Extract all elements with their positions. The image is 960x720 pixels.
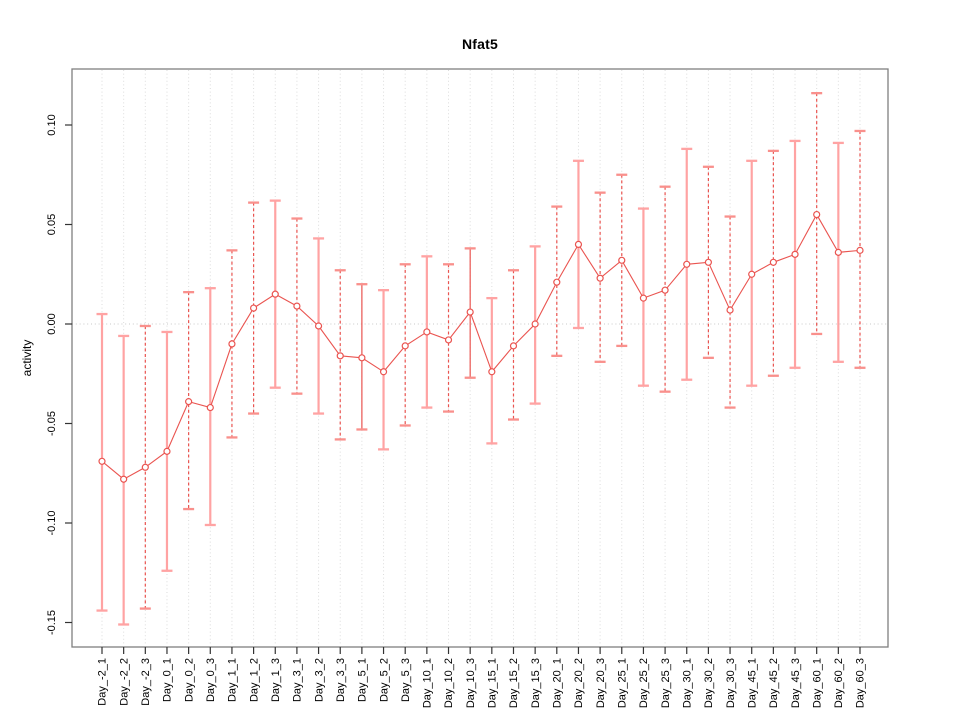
x-tick-label: Day_15_2 [508,658,520,708]
data-point-marker [574,240,583,248]
x-tick-label: Day_30_1 [681,658,693,708]
data-point-marker [791,250,799,258]
data-point-marker [748,270,756,278]
data-point-marker [769,258,777,266]
x-tick-label: Day_45_2 [768,658,780,708]
chart-title: Nfat5 [461,36,498,52]
x-tick-label: Day_3_3 [335,658,347,702]
data-point-marker [206,403,214,412]
x-tick-label: Day_0_1 [162,658,174,702]
data-point-marker [228,340,236,348]
data-point-marker [639,294,648,302]
x-tick-label: Day_10_1 [422,658,434,708]
x-tick-label: Day_30_2 [703,658,715,708]
y-tick-label: -0.05 [46,411,58,436]
x-tick-label: Day_-2_2 [118,658,130,706]
x-tick-label: Day_20_3 [595,658,607,708]
x-tick-label: Day_25_3 [660,658,672,708]
y-tick-label: -0.15 [46,610,58,635]
data-point-marker [856,246,864,254]
data-point-marker [336,352,344,360]
data-point-marker [509,342,518,350]
data-point-marker [293,302,301,310]
x-tick-label: Day_25_2 [638,658,650,708]
x-tick-label: Day_0_3 [205,658,217,702]
x-tick-label: Day_5_2 [378,658,390,702]
data-point-marker [618,256,626,264]
x-tick-label: Day_3_2 [313,658,325,702]
x-tick-label: Day_15_3 [530,658,542,708]
x-tick-label: Day_3_1 [292,658,304,702]
x-tick-label: Day_45_1 [746,658,758,708]
y-tick-label: 0.10 [46,114,58,135]
x-tick-label: Day_5_3 [400,658,412,702]
x-tick-label: Day_-2_1 [97,658,109,706]
x-tick-label: Day_60_1 [811,658,823,708]
data-point-marker [401,342,409,350]
data-point-marker [661,286,669,294]
x-tick-label: Day_60_2 [833,658,845,708]
series-line [101,213,861,480]
data-point-marker [466,308,474,316]
x-tick-label: Day_25_1 [617,658,629,708]
data-point-marker [314,322,323,330]
x-tick-label: Day_15_1 [487,658,499,708]
data-point-marker [683,260,691,268]
data-point-marker [531,320,539,328]
x-tick-label: Day_30_3 [725,658,737,708]
data-point-marker [553,278,561,286]
data-point-marker [98,457,106,465]
y-tick-label: 0.05 [46,214,58,235]
data-point-marker [423,328,431,336]
data-point-marker [358,354,366,362]
x-tick-label: Day_1_1 [227,658,239,702]
x-tick-label: Day_10_2 [443,658,455,708]
data-point-marker [488,368,496,376]
data-point-marker [141,463,149,471]
data-point-marker [444,336,453,344]
x-tick-label: Day_60_3 [855,658,867,708]
x-tick-label: Day_20_1 [552,658,564,708]
x-tick-label: Day_-2_3 [140,658,152,706]
y-tick-label: -0.10 [46,510,58,535]
x-tick-label: Day_20_2 [573,658,585,708]
data-point-marker [271,290,279,298]
x-tick-label: Day_45_3 [790,658,802,708]
data-point-marker [596,274,604,282]
data-point-marker [250,304,258,312]
data-point-marker [813,210,821,219]
data-point-marker [834,248,842,256]
data-point-marker [163,447,171,455]
data-point-marker [379,368,388,376]
x-tick-label: Day_10_3 [465,658,477,708]
x-tick-label: Day_5_1 [357,658,369,702]
plot-frame [71,68,889,648]
x-tick-label: Day_1_3 [270,658,282,702]
data-point-marker [185,398,193,406]
x-tick-label: Day_1_2 [248,658,260,702]
y-tick-label: 0.00 [46,313,58,334]
x-tick-label: Day_0_2 [183,658,195,702]
data-point-marker [704,258,713,266]
data-point-marker [120,475,128,483]
data-point-marker [726,306,734,314]
